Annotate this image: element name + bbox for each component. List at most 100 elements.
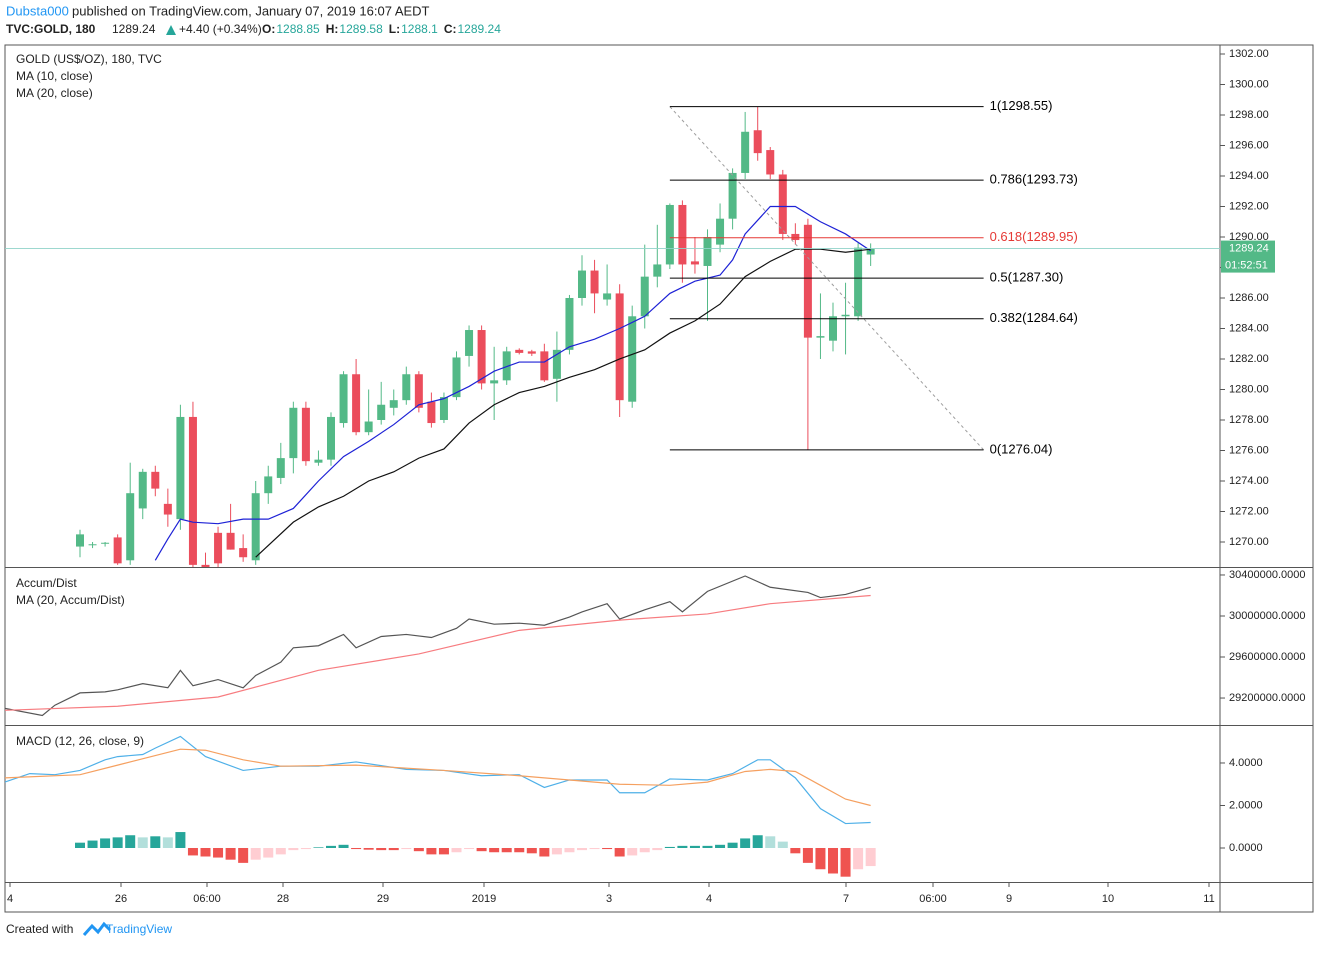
price-tag [1221, 240, 1275, 273]
y-tick-label: 1272.00 [1229, 505, 1269, 517]
y-tick-label: 1282.00 [1229, 353, 1269, 365]
candle-body [753, 130, 762, 154]
candle-body [615, 293, 624, 401]
price-tag-label: 1289.24 [1229, 242, 1269, 254]
y-tick-label: 29600000.0000 [1229, 651, 1305, 663]
histogram-bar [275, 847, 286, 855]
candle-body [402, 374, 411, 401]
y-tick-label: 1292.00 [1229, 200, 1269, 212]
histogram-bar [175, 832, 186, 848]
fib-label: 1(1298.55) [990, 98, 1053, 113]
candle-body [314, 459, 323, 463]
candle-body [452, 357, 461, 398]
legend: Accum/Dist [16, 576, 77, 590]
candle-body [741, 131, 750, 173]
candle-body [565, 297, 574, 350]
x-tick-label: 11 [1203, 893, 1214, 905]
histogram-bar [150, 836, 161, 848]
candle-body [552, 349, 561, 379]
candle-body [389, 400, 398, 408]
histogram-bar [589, 847, 600, 850]
indicator-line [154, 205, 871, 561]
frame [4, 44, 1314, 913]
histogram-bar [715, 844, 726, 848]
candle-body [352, 374, 361, 433]
histogram-bar [338, 844, 349, 848]
x-tick-label: 2019 [472, 893, 496, 905]
candle-body [778, 174, 787, 234]
x-tick-label: 28 [277, 893, 289, 905]
y-tick-label: 1280.00 [1229, 383, 1269, 395]
candle-body [289, 407, 298, 459]
ohlc-value: 1289.58 [339, 22, 383, 36]
published: published on TradingView.com, January 07… [72, 3, 430, 18]
histogram-bar [790, 847, 801, 854]
candle-body [540, 351, 549, 381]
histogram-bar [815, 847, 826, 870]
histogram-bar [238, 847, 249, 863]
histogram-bar [840, 847, 851, 877]
y-tick-label: 1296.00 [1229, 139, 1269, 151]
y-tick-label: 1278.00 [1229, 414, 1269, 426]
candle-body [414, 374, 423, 408]
footer-brand[interactable]: TradingView [106, 922, 172, 936]
candle-body [214, 532, 223, 564]
x-tick-label: 4 [7, 893, 13, 905]
histogram-bar [288, 847, 299, 851]
candle-body [527, 351, 536, 354]
macd-pane [5, 735, 876, 877]
candle-body [188, 416, 197, 565]
ohlc-label: C: [444, 22, 457, 36]
candle-body [603, 293, 612, 300]
y-tick-label: 1294.00 [1229, 170, 1269, 182]
candle-body [427, 401, 436, 424]
y-tick-label: 1286.00 [1229, 292, 1269, 304]
candle-body [264, 476, 273, 494]
histogram-bar [413, 847, 424, 852]
x-tick-label: 06:00 [193, 893, 221, 905]
histogram-bar [489, 847, 500, 853]
candle-body [151, 471, 160, 489]
histogram-bar [112, 837, 123, 848]
y-tick-label: 1270.00 [1229, 536, 1269, 548]
indicator-line [5, 735, 871, 825]
footer-text: Created with [6, 922, 73, 936]
candle-body [628, 316, 637, 402]
candle-body [88, 544, 97, 546]
histogram-bar [614, 847, 625, 857]
histogram-bar [187, 847, 198, 856]
histogram-bar [727, 842, 738, 848]
y-tick-label: 2.0000 [1229, 799, 1263, 811]
candle-body [816, 336, 825, 338]
candle-body [126, 493, 135, 561]
histogram-bar [677, 845, 688, 848]
histogram-bar [702, 845, 713, 848]
fib-label: 0.5(1287.30) [990, 270, 1064, 285]
histogram-bar [100, 838, 111, 848]
y-tick-label: 29200000.0000 [1229, 692, 1305, 704]
y-tick-label: 30000000.0000 [1229, 610, 1305, 622]
candle-body [439, 397, 448, 420]
pane-title: MACD (12, 26, close, 9) [16, 734, 144, 748]
accum-pane [5, 575, 871, 717]
candle-body [226, 532, 235, 550]
symbol: TVC:GOLD, 180 [6, 22, 96, 36]
ohlc-label: L: [389, 22, 400, 36]
legend: MA (10, close) [16, 69, 93, 83]
histogram-bar [313, 847, 324, 848]
indicator-line [5, 594, 871, 711]
x-tick-label: 9 [1006, 893, 1012, 905]
candle-body [803, 224, 812, 338]
candle-body [502, 351, 511, 381]
candle-body [653, 264, 662, 277]
histogram-bar [639, 847, 650, 853]
x-tick-label: 29 [377, 893, 389, 905]
countdown: 01:52:51 [1225, 259, 1268, 271]
histogram-bar [162, 837, 173, 848]
histogram-bar [602, 847, 613, 850]
candle-body [590, 270, 599, 294]
histogram-bar [765, 836, 776, 848]
histogram-bar [87, 840, 98, 848]
candle-body [327, 416, 335, 460]
author[interactable]: Dubsta000 [6, 3, 69, 18]
